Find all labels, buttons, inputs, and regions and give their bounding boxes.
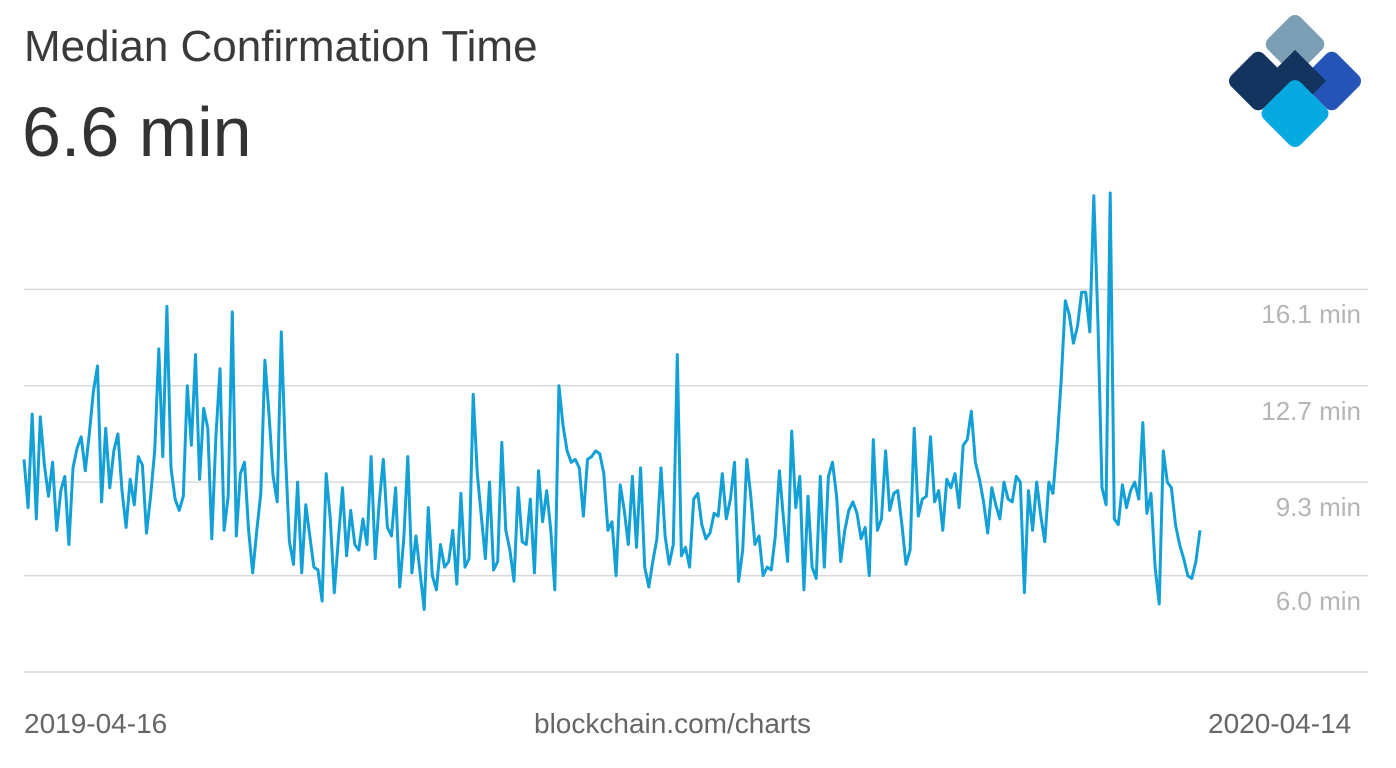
current-value: 6.6 min (22, 93, 252, 171)
x-axis-end-label: 2020-04-14 (1208, 708, 1352, 739)
y-tick-label: 16.1 min (1261, 299, 1361, 330)
series-line (22, 191, 1202, 612)
x-axis-start-label: 2019-04-16 (24, 708, 168, 739)
y-tick-label: 9.3 min (1275, 492, 1361, 523)
chart-title: Median Confirmation Time (24, 22, 538, 71)
blockchain-logo-icon (1229, 15, 1361, 147)
y-tick-label: 12.7 min (1261, 395, 1361, 426)
y-tick-label: 6.0 min (1275, 585, 1361, 616)
source-label: blockchain.com/charts (534, 708, 812, 739)
